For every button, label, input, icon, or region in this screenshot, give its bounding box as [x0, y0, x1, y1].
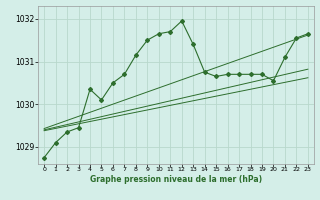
X-axis label: Graphe pression niveau de la mer (hPa): Graphe pression niveau de la mer (hPa)	[90, 175, 262, 184]
